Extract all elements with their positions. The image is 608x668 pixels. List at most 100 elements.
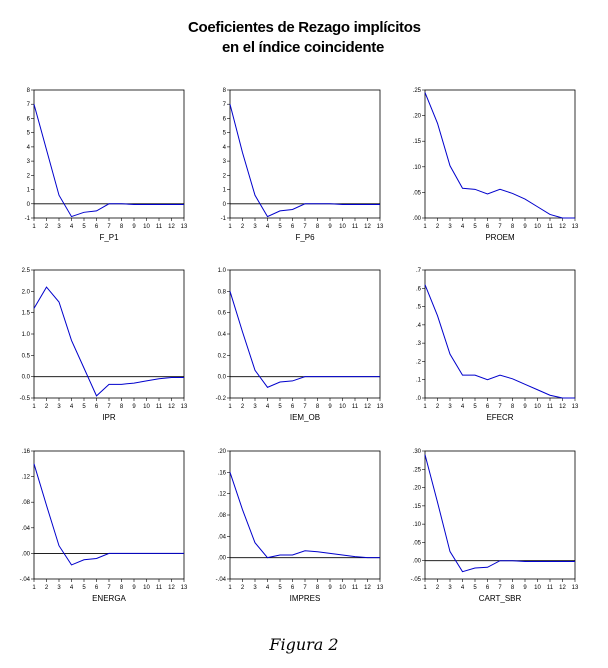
x-tick-label: 2 <box>241 585 245 591</box>
x-tick-label: 12 <box>364 224 371 230</box>
x-tick-label: 11 <box>547 404 554 410</box>
y-tick-label: -.04 <box>20 577 31 583</box>
x-tick-label: 8 <box>511 585 515 591</box>
x-tick-label: 8 <box>316 224 320 230</box>
x-tick-label: 6 <box>291 224 295 230</box>
x-tick-label: 8 <box>120 404 124 410</box>
y-tick-label: 1.0 <box>218 268 227 274</box>
plot-frame <box>229 450 381 580</box>
x-tick-label: 4 <box>461 224 465 230</box>
y-tick-label: .6 <box>416 286 422 292</box>
chart-panel-8: -.05.00.05.10.15.20.25.301 2 3 4 5 6 7 8 9 10 11 12… <box>411 449 579 603</box>
x-tick-label: 10 <box>534 224 541 230</box>
x-tick-label: 6 <box>95 585 99 591</box>
x-tick-label: 12 <box>559 224 566 230</box>
figure-title-line-1: Coeficientes de Rezago implícitos <box>188 19 421 36</box>
x-tick-label: 4 <box>70 224 74 230</box>
y-tick-label: -.04 <box>216 577 227 583</box>
y-tick-label: -0.5 <box>20 396 31 402</box>
x-tick-label: 12 <box>168 224 175 230</box>
figure-caption: Figura 2 <box>269 635 339 654</box>
y-tick-label: .15 <box>413 139 422 145</box>
x-tick-label: 6 <box>486 224 490 230</box>
plot-frame <box>424 450 576 580</box>
x-axis-label: EFECR <box>486 413 513 422</box>
x-tick-label: 5 <box>278 224 282 230</box>
y-tick-label: -1 <box>25 216 31 222</box>
x-tick-label: 8 <box>511 224 515 230</box>
x-tick-label: 11 <box>547 585 554 591</box>
x-tick-label: 10 <box>143 585 150 591</box>
x-tick-label: 6 <box>486 404 490 410</box>
x-tick-label: 11 <box>156 404 163 410</box>
x-tick-label: 6 <box>486 585 490 591</box>
x-tick-label: 4 <box>266 224 270 230</box>
x-tick-label: 3 <box>57 224 61 230</box>
x-tick-label: 4 <box>266 585 270 591</box>
y-tick-label: 1 <box>223 188 227 194</box>
series-line <box>229 104 380 218</box>
x-tick-label: 9 <box>132 224 136 230</box>
y-tick-label: 2.5 <box>22 268 31 274</box>
x-tick-label: 2 <box>436 585 440 591</box>
x-tick-label: 13 <box>181 224 188 230</box>
series-line <box>33 286 184 397</box>
x-tick-label: 1 <box>228 404 232 410</box>
y-tick-label: .10 <box>413 522 422 528</box>
x-tick-label: 5 <box>82 585 86 591</box>
x-tick-label: 12 <box>364 585 371 591</box>
x-tick-label: 11 <box>352 404 359 410</box>
y-tick-label: .00 <box>22 551 31 557</box>
series-line <box>33 463 184 566</box>
y-tick-label: 8 <box>223 88 227 94</box>
y-tick-label: .20 <box>413 486 422 492</box>
y-tick-label: 1 <box>27 188 31 194</box>
y-tick-label: 7 <box>27 102 31 108</box>
x-tick-label: 13 <box>572 224 579 230</box>
x-tick-label: 13 <box>572 404 579 410</box>
x-tick-label: 7 <box>303 404 307 410</box>
x-tick-label: 12 <box>168 404 175 410</box>
y-tick-label: .16 <box>218 470 227 476</box>
x-tick-label: 5 <box>473 404 477 410</box>
x-tick-label: 3 <box>253 404 257 410</box>
x-tick-label: 9 <box>523 224 527 230</box>
x-tick-label: 2 <box>241 224 245 230</box>
x-tick-label: 5 <box>82 404 86 410</box>
chart-panel-7: -.04.00.04.08.12.16.201 2 3 4 5 6 7 8 9 10 11 12 13I… <box>216 449 384 603</box>
x-tick-label: 10 <box>339 404 346 410</box>
x-tick-label: 9 <box>328 585 332 591</box>
y-tick-label: 4 <box>223 145 227 151</box>
series-line <box>424 92 575 219</box>
y-tick-label: 5 <box>223 131 227 137</box>
y-tick-label: .25 <box>413 88 422 94</box>
x-tick-label: 10 <box>143 404 150 410</box>
y-tick-label: 0.2 <box>218 353 227 359</box>
y-tick-label: 0.0 <box>22 375 31 381</box>
x-tick-label: 10 <box>534 404 541 410</box>
x-tick-label: 11 <box>352 585 359 591</box>
x-tick-label: 12 <box>364 404 371 410</box>
x-axis-label: IPR <box>102 413 116 422</box>
x-tick-label: 4 <box>461 585 465 591</box>
series-line <box>424 284 575 399</box>
x-tick-label: 12 <box>559 404 566 410</box>
y-tick-label: 7 <box>223 102 227 108</box>
x-tick-label: 9 <box>328 404 332 410</box>
x-tick-label: 1 <box>228 224 232 230</box>
y-tick-label: .15 <box>413 504 422 510</box>
x-tick-label: 3 <box>448 585 452 591</box>
x-tick-label: 5 <box>473 224 477 230</box>
y-tick-label: 5 <box>27 131 31 137</box>
y-tick-label: -.05 <box>411 577 422 583</box>
x-tick-label: 6 <box>291 585 295 591</box>
plot-frame <box>424 89 576 219</box>
y-tick-label: 0 <box>27 202 31 208</box>
x-tick-label: 4 <box>266 404 270 410</box>
x-tick-label: 1 <box>228 585 232 591</box>
x-tick-label: 6 <box>291 404 295 410</box>
x-tick-label: 1 <box>423 224 427 230</box>
series-line <box>229 291 380 388</box>
